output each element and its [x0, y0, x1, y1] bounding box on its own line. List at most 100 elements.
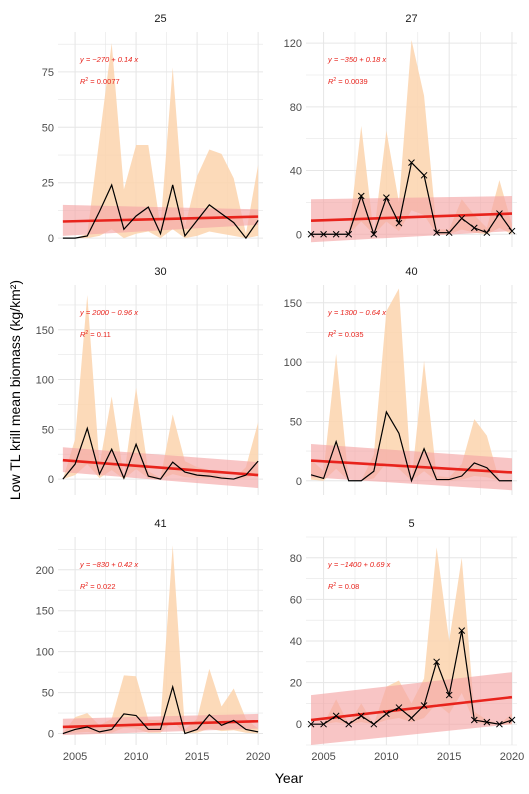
data-point-marker: [508, 716, 516, 724]
facet-title: 5: [408, 518, 414, 530]
range-band: [311, 39, 512, 235]
data-point-marker: [395, 704, 403, 711]
trend-line: [310, 695, 513, 722]
data-point-marker: [458, 627, 466, 634]
range-band: [62, 545, 259, 734]
y-tick-label: 150: [36, 606, 54, 618]
y-tick-label: 120: [284, 38, 302, 50]
regression-equation: y = 1300 − 0.64 x: [327, 308, 386, 317]
trend-line: [62, 719, 259, 729]
facet-title: 40: [405, 266, 417, 278]
marker-stroke: [357, 712, 365, 720]
data-point-marker: [496, 720, 503, 728]
r-squared-annotation: R2 = 0.08: [328, 582, 359, 591]
facet-panel-5: 0 20 40 60 80 2005 2010 2015 2020 5 y = −1400 + 0.…: [290, 518, 524, 763]
x-tick-label: 2005: [63, 751, 87, 763]
x-tick-label: 2015: [185, 751, 209, 763]
facet-title: 27: [405, 13, 417, 25]
data-point-marker: [458, 214, 466, 222]
marker-stroke: [332, 712, 340, 720]
data-point-marker: [370, 720, 378, 728]
marker-stroke: [307, 720, 315, 728]
data-point-marker: [332, 230, 340, 238]
data-point-marker: [445, 691, 453, 699]
y-tick-label: 75: [42, 67, 54, 79]
data-point-marker: [445, 229, 453, 237]
marker-stroke: [445, 229, 453, 237]
facet-panel-27: 0 40 80 120 27 y = −350 + 0.18 x R2 = 0.0039: [284, 13, 517, 247]
data-point-marker: [307, 720, 315, 728]
regression-equation: y = −830 + 0.42 x: [79, 560, 138, 569]
r-squared-annotation: R2 = 0.0039: [328, 77, 368, 86]
data-point-marker: [420, 702, 428, 709]
data-point-marker: [508, 227, 516, 235]
y-tick-label: 150: [36, 325, 54, 337]
data-point-marker: [433, 658, 440, 666]
trend-confidence-band: [62, 204, 259, 236]
data-point-marker: [307, 230, 315, 238]
marker-stroke: [458, 214, 466, 222]
series-line: [62, 183, 259, 240]
marker-stroke: [395, 219, 403, 227]
regression-equation: y = 2000 − 0.96 x: [79, 308, 138, 317]
r-squared-annotation: R2 = 0.0077: [80, 77, 120, 86]
data-point-marker: [357, 192, 365, 200]
marker-stroke: [433, 229, 440, 237]
marker-stroke: [420, 702, 428, 709]
x-tick-label: 2010: [374, 751, 398, 763]
marker-stroke: [320, 720, 327, 728]
marker-stroke: [307, 230, 315, 238]
marker-stroke: [420, 171, 428, 179]
marker-stroke: [470, 224, 478, 232]
y-tick-label: 80: [290, 102, 302, 114]
marker-stroke: [508, 227, 516, 235]
trend-line: [310, 212, 513, 223]
y-tick-label: 20: [290, 678, 302, 690]
data-point-marker: [345, 230, 353, 238]
x-axis-label: Year: [275, 770, 304, 786]
r-squared-annotation: R2 = 0.022: [80, 582, 116, 591]
y-tick-label: 100: [284, 357, 302, 369]
y-tick-label: 200: [36, 565, 54, 577]
trend-line: [310, 459, 513, 474]
data-point-marker: [470, 224, 478, 232]
marker-stroke: [508, 716, 516, 724]
facet-panel-40: 0 50 100 150 40 y = 1300 − 0.64 x R2 = 0.035: [284, 266, 517, 495]
marker-stroke: [470, 716, 478, 724]
marker-stroke: [496, 210, 503, 217]
facet-title: 25: [154, 13, 166, 25]
range-band: [62, 294, 259, 480]
y-tick-label: 0: [296, 229, 302, 241]
regression-equation: y = −270 + 0.14 x: [79, 55, 138, 64]
data-point-marker: [483, 229, 491, 237]
data-point-marker: [395, 219, 403, 227]
data-point-marker: [483, 718, 491, 726]
marker-stroke: [483, 718, 491, 726]
data-point-marker: [433, 229, 440, 237]
marker-stroke: [357, 192, 365, 200]
facet-title: 30: [154, 266, 166, 278]
r-squared-annotation: R2 = 0.035: [328, 330, 364, 339]
x-tick-label: 2005: [311, 751, 335, 763]
y-tick-label: 60: [290, 594, 302, 606]
facet-panel-30: 0 50 100 150 30 y = 2000 − 0.96 x R2 = 0.11: [36, 266, 263, 495]
marker-stroke: [345, 720, 353, 728]
range-band: [62, 43, 259, 239]
series-line: [62, 684, 259, 735]
y-tick-label: 40: [290, 636, 302, 648]
marker-stroke: [433, 658, 440, 666]
facet-title: 41: [154, 518, 166, 530]
marker-stroke: [383, 710, 390, 718]
data-point-marker: [357, 712, 365, 720]
data-point-marker: [383, 710, 390, 718]
y-tick-label: 150: [284, 298, 302, 310]
data-point-marker: [408, 159, 415, 166]
y-tick-label: 100: [36, 647, 54, 659]
marker-stroke: [445, 691, 453, 699]
regression-equation: y = −1400 + 0.69 x: [327, 560, 391, 569]
marker-stroke: [370, 230, 378, 238]
data-point-marker: [320, 720, 327, 728]
facet-panel-41: 0 50 100 150 200 2005 2010 2015 2020 41 y = −830 +…: [36, 518, 271, 763]
y-tick-label: 50: [290, 416, 302, 428]
y-axis-label: Low TL krill mean biomass (kg/km²): [7, 280, 23, 500]
